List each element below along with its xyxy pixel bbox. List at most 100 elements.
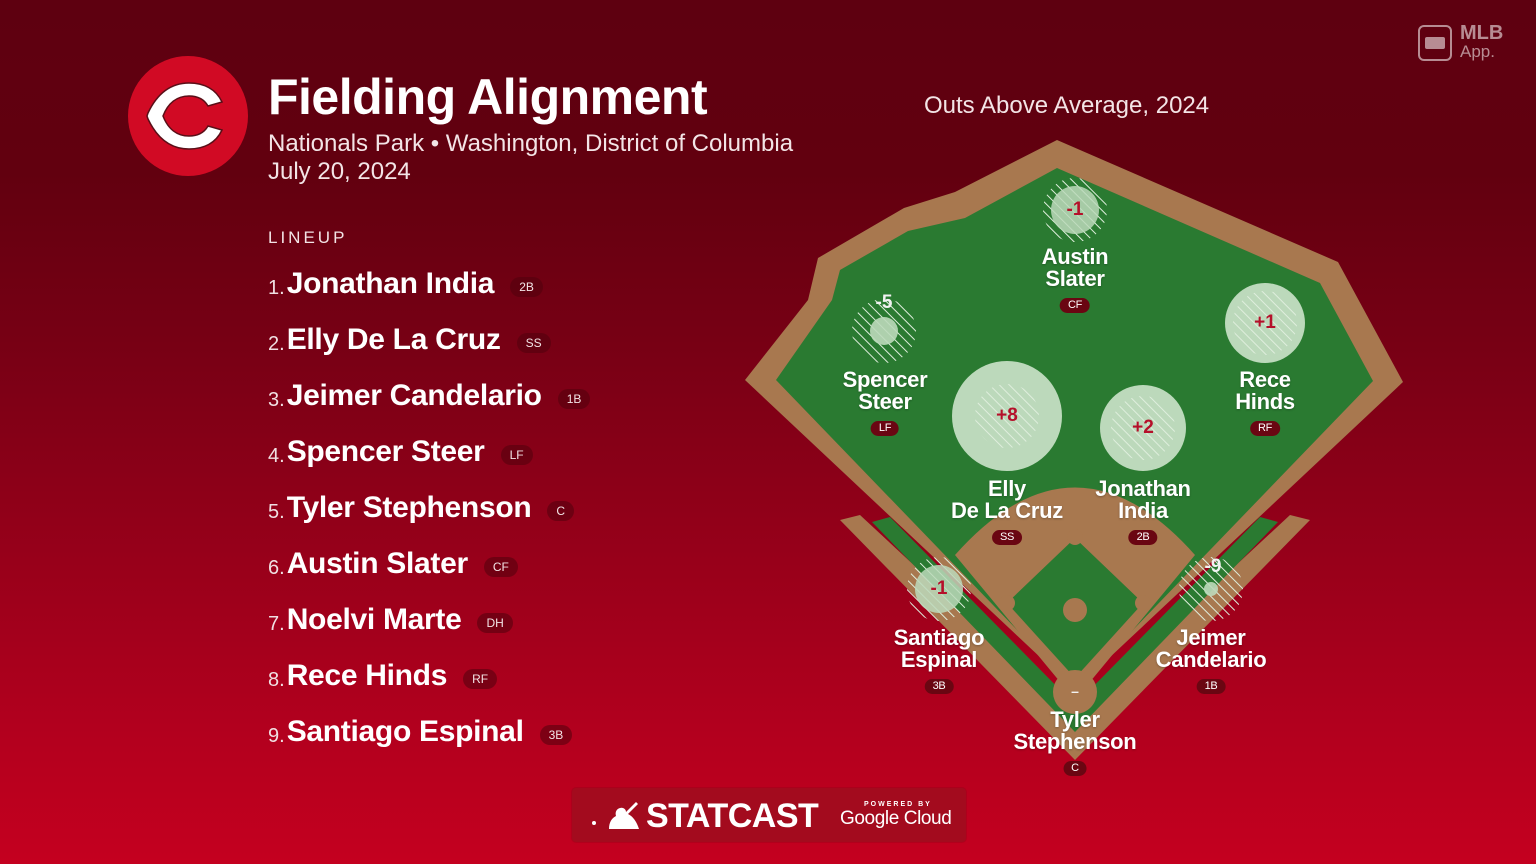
- mlb-app-line2: App.: [1460, 42, 1495, 61]
- mlb-app-line1: MLB: [1460, 22, 1504, 44]
- mlb-batter-logo-icon: [609, 802, 639, 829]
- batting-order: 9.: [268, 724, 285, 747]
- field-player-3b: Santiago Espinal 3B: [894, 627, 985, 694]
- batting-order: 2.: [268, 332, 285, 355]
- position-badge: 1B: [557, 389, 591, 409]
- 3b-oaa-value: -1: [930, 578, 948, 599]
- google-cloud-wordmark: Google Cloud: [840, 808, 952, 829]
- position-badge: C: [547, 501, 575, 521]
- player-name: Jonathan India: [286, 267, 495, 300]
- c-oaa-value: –: [1071, 683, 1079, 699]
- field-player-ss: Elly De La Cruz SS: [951, 478, 1063, 545]
- player-first-line: Jonathan: [1095, 476, 1191, 501]
- cf-oaa-value: -1: [1066, 199, 1084, 220]
- position-badge: 1B: [1196, 679, 1226, 694]
- position-badge: 2B: [1128, 530, 1158, 545]
- batting-order: 4.: [268, 444, 285, 467]
- field-player-2b: Jonathan India 2B: [1095, 476, 1191, 545]
- lineup-item: 4. Spencer Steer LF: [268, 424, 590, 480]
- player-second-line: Candelario: [1155, 647, 1267, 672]
- position-badge: CF: [483, 557, 518, 577]
- lineup-list: 1. Jonathan India 2B 2. Elly De La Cruz SS 3…: [268, 256, 591, 760]
- lineup-item: 9. Santiago Espinal 3B: [268, 704, 590, 760]
- position-badge: 2B: [510, 277, 543, 297]
- player-second-line: De La Cruz: [951, 498, 1063, 523]
- position-badge: CF: [1059, 298, 1091, 313]
- player-second-line: Stephenson: [1013, 729, 1137, 754]
- player-first-line: Austin: [1041, 244, 1109, 269]
- mlb-logo-icon: [1418, 25, 1452, 61]
- position-badge: LF: [500, 445, 533, 465]
- field-player-lf: Spencer Steer LF: [843, 369, 928, 436]
- dot-icon: [592, 821, 596, 825]
- batting-order: 8.: [268, 668, 285, 691]
- lf-oaa-value: -5: [875, 292, 893, 313]
- player-name: Santiago Espinal: [286, 715, 524, 748]
- reds-c-logo-icon: [128, 56, 248, 176]
- field-player-rf: Rece Hinds RF: [1235, 369, 1295, 436]
- batting-order: 6.: [268, 556, 285, 579]
- lineup-item: 8. Rece Hinds RF: [268, 648, 590, 704]
- 2b-oaa-bubble: [1100, 385, 1186, 471]
- player-name: Austin Slater: [286, 547, 468, 580]
- lineup-heading: LINEUP: [268, 228, 348, 247]
- lf-oaa-bubble: [852, 299, 916, 363]
- 3b-oaa-bubble: [907, 557, 971, 621]
- 1b-oaa-bubble: [1179, 557, 1243, 621]
- lineup-item: 2. Elly De La Cruz SS: [268, 312, 590, 368]
- player-first-line: Spencer: [842, 367, 928, 392]
- ss-oaa-value: +8: [996, 405, 1018, 426]
- position-badge: LF: [870, 421, 900, 436]
- player-first-line: Tyler: [1050, 707, 1100, 732]
- game-date: July 20, 2024: [268, 158, 411, 185]
- position-badge: 3B: [924, 679, 954, 694]
- statcast-wordmark: STATCAST: [646, 797, 819, 835]
- player-second-line: India: [1118, 498, 1168, 523]
- mlb-app-badge: MLB App.: [1418, 22, 1512, 64]
- lineup-item: 5. Tyler Stephenson C: [268, 480, 590, 536]
- player-second-line: Steer: [858, 389, 912, 414]
- player-name: Noelvi Marte: [286, 603, 462, 636]
- player-first-line: Jeimer: [1176, 625, 1246, 650]
- cf-oaa-bubble: [1043, 178, 1107, 242]
- 1b-oaa-value: -9: [1204, 556, 1222, 577]
- player-second-line: Slater: [1045, 266, 1105, 291]
- player-name: Elly De La Cruz: [286, 323, 501, 356]
- player-second-line: Espinal: [900, 647, 978, 672]
- rf-oaa-bubble: [1225, 283, 1305, 363]
- lineup-item: 6. Austin Slater CF: [268, 536, 590, 592]
- 2b-oaa-value: +2: [1132, 417, 1154, 438]
- position-badge: SS: [991, 530, 1023, 545]
- position-badge: 3B: [539, 725, 573, 745]
- field-player-1b: Jeimer Candelario 1B: [1156, 627, 1267, 694]
- player-first-line: Elly: [988, 476, 1026, 501]
- player-first-line: Rece: [1239, 367, 1291, 392]
- batting-order: 7.: [268, 612, 285, 635]
- position-badge: SS: [516, 333, 551, 353]
- player-second-line: Hinds: [1235, 389, 1295, 414]
- field-player-cf: Austin Slater CF: [1042, 246, 1109, 313]
- lineup-item: 3. Jeimer Candelario 1B: [268, 368, 591, 424]
- position-badge: C: [1063, 761, 1087, 776]
- home-plate-area: [1053, 670, 1097, 714]
- outfield-grass: [776, 168, 1373, 690]
- player-first-line: Santiago: [893, 625, 985, 650]
- venue-subtitle: Nationals Park • Washington, District of…: [268, 130, 794, 157]
- player-name: Rece Hinds: [286, 659, 448, 692]
- player-name: Tyler Stephenson: [286, 491, 532, 524]
- rf-oaa-value: +1: [1254, 312, 1276, 333]
- batting-order: 5.: [268, 500, 285, 523]
- lineup-item: 7. Noelvi Marte DH: [268, 592, 590, 648]
- player-name: Jeimer Candelario: [286, 379, 542, 412]
- statcast-banner: STATCAST POWERED BY Google Cloud: [572, 788, 966, 842]
- position-badge: RF: [463, 669, 498, 689]
- lineup-item: 1. Jonathan India 2B: [268, 256, 590, 312]
- pitchers-mound: [1063, 598, 1087, 622]
- position-badge: DH: [477, 613, 513, 633]
- batting-order: 3.: [268, 388, 285, 411]
- position-badge: RF: [1249, 421, 1281, 436]
- batting-order: 1.: [268, 276, 285, 299]
- powered-by-label: POWERED BY: [864, 801, 932, 808]
- page-title: Fielding Alignment: [268, 69, 708, 125]
